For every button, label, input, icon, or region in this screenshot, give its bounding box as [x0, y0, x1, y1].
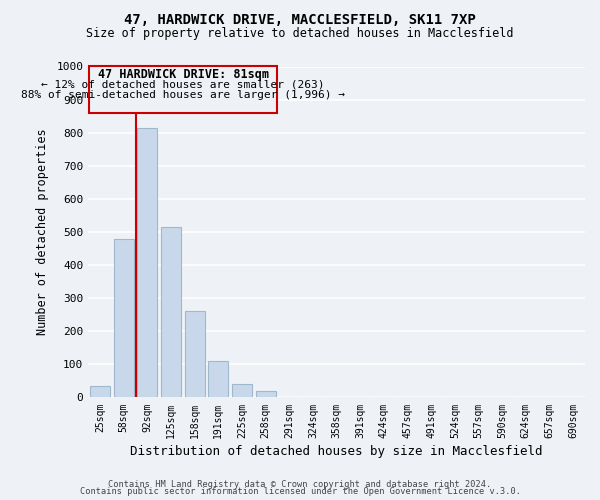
- Y-axis label: Number of detached properties: Number of detached properties: [37, 128, 49, 336]
- Bar: [185, 312, 205, 398]
- Text: Contains HM Land Registry data © Crown copyright and database right 2024.: Contains HM Land Registry data © Crown c…: [109, 480, 491, 489]
- Bar: [208, 361, 229, 398]
- Bar: [113, 238, 134, 398]
- Text: 88% of semi-detached houses are larger (1,996) →: 88% of semi-detached houses are larger (…: [21, 90, 345, 100]
- Bar: [256, 391, 275, 398]
- Text: 47 HARDWICK DRIVE: 81sqm: 47 HARDWICK DRIVE: 81sqm: [98, 68, 269, 82]
- Text: Contains public sector information licensed under the Open Government Licence v.: Contains public sector information licen…: [79, 488, 521, 496]
- Bar: [137, 128, 157, 398]
- X-axis label: Distribution of detached houses by size in Macclesfield: Distribution of detached houses by size …: [130, 444, 543, 458]
- Text: 47, HARDWICK DRIVE, MACCLESFIELD, SK11 7XP: 47, HARDWICK DRIVE, MACCLESFIELD, SK11 7…: [124, 12, 476, 26]
- Bar: [90, 386, 110, 398]
- Text: ← 12% of detached houses are smaller (263): ← 12% of detached houses are smaller (26…: [41, 80, 325, 90]
- Bar: [161, 227, 181, 398]
- Text: Size of property relative to detached houses in Macclesfield: Size of property relative to detached ho…: [86, 28, 514, 40]
- Bar: [89, 66, 277, 114]
- Bar: [232, 384, 252, 398]
